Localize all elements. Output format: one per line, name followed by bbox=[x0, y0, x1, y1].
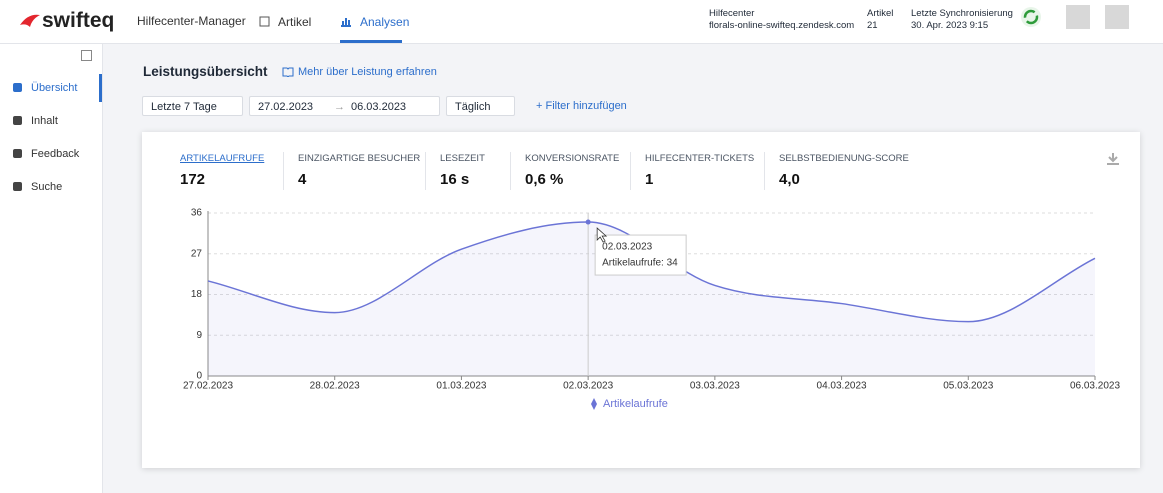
metric-label: SELBSTBEDIENUNG-SCORE bbox=[779, 153, 909, 164]
articles-count: 21 bbox=[867, 20, 878, 31]
learn-more-link[interactable]: Mehr über Leistung erfahren bbox=[298, 66, 437, 78]
y-tick-label: 27 bbox=[191, 248, 203, 259]
sync-label: Letzte Synchronisierung bbox=[911, 8, 1013, 19]
nav-icon bbox=[259, 16, 270, 27]
sidebar-icon bbox=[13, 116, 22, 125]
apps-button[interactable] bbox=[1066, 5, 1090, 29]
metric-value: 0,6 % bbox=[525, 171, 564, 188]
sidebar-icon bbox=[13, 182, 22, 191]
nav-item-active[interactable]: Analysen bbox=[360, 15, 410, 29]
x-tick-label: 03.03.2023 bbox=[690, 381, 740, 392]
chart: 0 9 18 27 36 27.02.2023 28.02.2023 01.03.2023 02… bbox=[183, 208, 1120, 410]
metric-value: 172 bbox=[180, 171, 206, 188]
metric-label: EINZIGARTIGE BESUCHER bbox=[298, 153, 421, 164]
x-tick-label: 06.03.2023 bbox=[1070, 381, 1120, 392]
sidebar-item[interactable]: Suche bbox=[31, 181, 63, 193]
sync-time: 30. Apr. 2023 9:15 bbox=[911, 20, 989, 31]
date-picker[interactable]: 27.02.2023 → 06.03.2023 bbox=[249, 96, 440, 116]
metric-label: KONVERSIONSRATE bbox=[525, 153, 620, 164]
sidebar-item[interactable]: Inhalt bbox=[31, 115, 58, 127]
legend-marker bbox=[591, 398, 597, 410]
metric-divider bbox=[283, 152, 284, 190]
user-button[interactable] bbox=[1105, 5, 1129, 29]
metric-value: 16 s bbox=[440, 171, 470, 188]
metric-divider bbox=[510, 152, 511, 190]
metric-divider bbox=[425, 152, 426, 190]
x-tick-label: 28.02.2023 bbox=[310, 381, 360, 392]
metric-label[interactable]: ARTIKELAUFRUFE bbox=[180, 153, 265, 164]
logo-icon bbox=[20, 14, 40, 27]
metric-value: 4 bbox=[298, 171, 307, 188]
range-select[interactable]: Letzte 7 Tage bbox=[142, 96, 243, 116]
nav-underline bbox=[340, 40, 402, 43]
helpcenter-url: florals-online-swifteq.zendesk.com bbox=[709, 20, 855, 31]
nav-item[interactable]: Artikel bbox=[278, 15, 312, 29]
y-tick-label: 36 bbox=[191, 208, 203, 219]
y-tick-label: 0 bbox=[196, 371, 202, 382]
articles-label: Artikel bbox=[867, 8, 894, 19]
collapse-button[interactable] bbox=[81, 50, 92, 61]
metric-label: HILFECENTER-TICKETS bbox=[645, 153, 755, 164]
sidebar: Übersicht Inhalt Feedback Suche bbox=[0, 44, 103, 493]
arrow: → bbox=[334, 101, 345, 113]
y-tick-label: 18 bbox=[191, 289, 203, 300]
start-date: 27.02.2023 bbox=[258, 101, 314, 113]
sidebar-icon bbox=[13, 149, 22, 158]
sync-button[interactable] bbox=[1020, 6, 1042, 28]
logo: swifteq bbox=[42, 9, 115, 32]
page-title: Leistungsübersicht bbox=[143, 64, 268, 79]
sidebar-icon bbox=[13, 83, 22, 92]
end-date: 06.03.2023 bbox=[351, 101, 407, 113]
interval-text: Täglich bbox=[455, 101, 491, 113]
metric-divider bbox=[764, 152, 765, 190]
area bbox=[208, 222, 1095, 376]
active-indicator bbox=[99, 74, 102, 102]
sidebar-item[interactable]: Feedback bbox=[31, 148, 80, 160]
x-tick-label: 05.03.2023 bbox=[943, 381, 993, 392]
interval-select[interactable]: Täglich bbox=[446, 96, 515, 116]
tooltip-text: Artikelaufrufe: 34 bbox=[602, 258, 678, 269]
metric-divider bbox=[630, 152, 631, 190]
nav-icon bbox=[341, 18, 351, 27]
x-tick-label: 01.03.2023 bbox=[436, 381, 486, 392]
hover-point bbox=[585, 219, 591, 225]
add-filter[interactable]: + Filter hinzufügen bbox=[536, 100, 627, 112]
x-tick-label: 27.02.2023 bbox=[183, 381, 233, 392]
metric-value: 4,0 bbox=[779, 171, 800, 188]
helpcenter-label: Hilfecenter bbox=[709, 8, 755, 19]
x-tick-label: 02.03.2023 bbox=[563, 381, 613, 392]
header: swifteq Hilfecenter-Manager Artikel Anal… bbox=[0, 0, 1163, 44]
metric-value: 1 bbox=[645, 171, 654, 188]
app-name: Hilfecenter-Manager bbox=[137, 14, 246, 28]
legend-label: Artikelaufrufe bbox=[603, 398, 668, 410]
metric-label: LESEZEIT bbox=[440, 153, 485, 164]
y-tick-label: 9 bbox=[196, 330, 202, 341]
tooltip bbox=[594, 234, 687, 276]
range-text: Letzte 7 Tage bbox=[151, 101, 217, 113]
download-button[interactable] bbox=[1106, 152, 1120, 166]
book-icon bbox=[282, 67, 294, 77]
sidebar-item[interactable]: Übersicht bbox=[31, 82, 78, 94]
tooltip-title: 02.03.2023 bbox=[602, 242, 652, 253]
cursor bbox=[596, 227, 608, 243]
chart-card: 0 9 18 27 36 27.02.2023 28.02.2023 01.03.2023 02… bbox=[142, 132, 1140, 468]
x-tick-label: 04.03.2023 bbox=[817, 381, 867, 392]
